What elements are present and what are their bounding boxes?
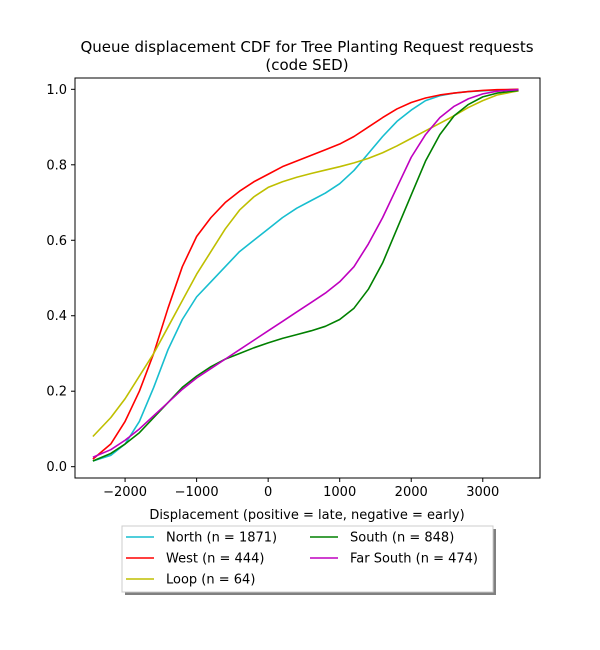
legend-box xyxy=(121,525,494,593)
x-tick-label-0: −2000 xyxy=(103,485,147,500)
series-line-2 xyxy=(92,90,519,438)
legend-items: North (n = 1871) West (n = 444) Loop (n = … xyxy=(126,531,478,588)
y-tick-label-1: 0.2 xyxy=(46,385,67,400)
y-axis: 0.0 0.2 0.4 0.6 0.8 1.0 xyxy=(46,83,75,475)
x-axis: −2000 −1000 0 1000 2000 3000 xyxy=(103,478,499,500)
y-tick-label-0: 0.0 xyxy=(46,460,67,475)
y-tick-label-4: 0.8 xyxy=(46,158,67,173)
x-tick-label-5: 3000 xyxy=(466,485,499,500)
series-line-0 xyxy=(92,88,519,462)
chart-title-line-1: Queue displacement CDF for Tree Planting… xyxy=(80,38,533,56)
legend-label-4: Far South (n = 474) xyxy=(350,552,478,567)
legend-label-2: Loop (n = 64) xyxy=(166,573,255,588)
series-line-4 xyxy=(92,88,519,458)
x-axis-label: Displacement (positive = late, negative … xyxy=(149,508,464,523)
legend: North (n = 1871) West (n = 444) Loop (n = … xyxy=(121,525,496,595)
y-tick-label-3: 0.6 xyxy=(46,234,67,249)
x-tick-label-4: 2000 xyxy=(395,485,428,500)
legend-label-0: North (n = 1871) xyxy=(166,531,277,546)
x-tick-label-1: −1000 xyxy=(175,485,219,500)
x-tick-label-3: 1000 xyxy=(323,485,356,500)
chart-title-line-2: (code SED) xyxy=(265,56,348,74)
series-line-3 xyxy=(92,89,519,462)
legend-label-3: South (n = 848) xyxy=(350,531,454,546)
series-layer xyxy=(92,88,519,462)
series-line-1 xyxy=(92,88,519,460)
y-tick-label-2: 0.4 xyxy=(46,309,67,324)
legend-label-1: West (n = 444) xyxy=(166,552,264,567)
x-tick-label-2: 0 xyxy=(264,485,272,500)
y-tick-label-5: 1.0 xyxy=(46,83,67,98)
plot-area-frame xyxy=(74,77,541,479)
